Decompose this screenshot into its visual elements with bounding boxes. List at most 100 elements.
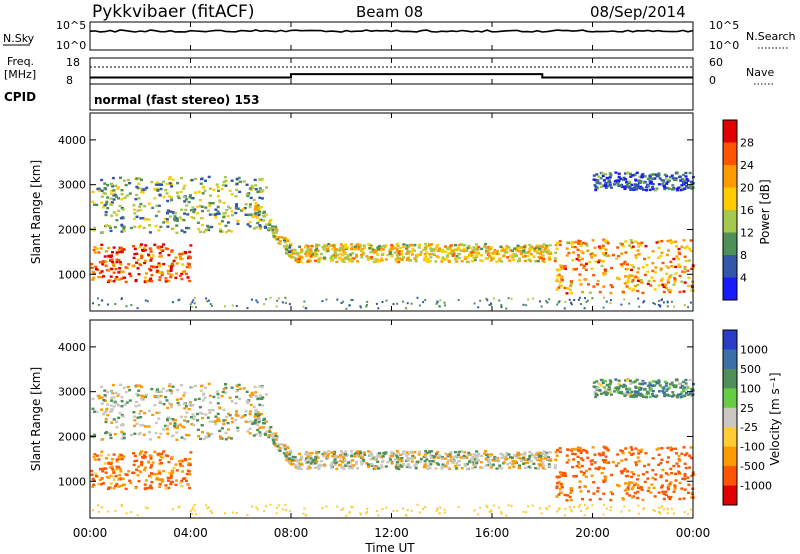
velocity-echo-cell: [178, 481, 182, 485]
power-echo-cell: [651, 177, 655, 180]
power-echo-cell: [654, 303, 656, 306]
power-echo-cell: [424, 243, 428, 246]
power-echo-cell: [274, 225, 278, 228]
power-echo-cell: [657, 246, 661, 249]
power-echo-cell: [111, 262, 115, 266]
velocity-echo-cell: [273, 444, 277, 447]
power-echo-cell: [660, 251, 664, 254]
velocity-echo-cell: [369, 457, 373, 461]
power-echo-cell: [374, 251, 378, 254]
power-echo-cell: [660, 179, 664, 182]
velocity-echo-cell: [341, 453, 345, 457]
power-echo-cell: [194, 177, 197, 181]
power-echo-cell: [429, 247, 433, 250]
velocity-echo-cell: [283, 447, 287, 451]
power-echo-cell: [159, 187, 163, 191]
power-echo-cell: [465, 260, 469, 264]
power-echo-cell: [434, 260, 438, 263]
velocity-echo-cell: [174, 424, 178, 427]
power-echo-cell: [557, 301, 560, 304]
velocity-echo-cell: [252, 434, 256, 437]
velocity-echo-cell: [457, 506, 460, 508]
power-echo-cell: [450, 251, 454, 254]
velocity-echo-cell: [293, 464, 297, 467]
power-echo-cell: [153, 266, 156, 269]
power-echo-cell: [672, 257, 676, 261]
power-echo-cell: [193, 297, 196, 299]
velocity-echo-cell: [673, 484, 677, 487]
velocity-echo-cell: [462, 454, 466, 458]
velocity-echo-cell: [578, 486, 582, 489]
power-echo-cell: [622, 176, 626, 180]
power-echo-cell: [97, 251, 101, 254]
velocity-echo-cell: [667, 484, 671, 487]
power-echo-cell: [457, 252, 461, 256]
velocity-echo-cell: [406, 456, 410, 460]
power-echo-cell: [207, 175, 211, 179]
velocity-echo-cell: [191, 512, 194, 515]
velocity-echo-cell: [639, 487, 643, 490]
power-echo-cell: [429, 256, 433, 259]
velocity-echo-cell: [282, 444, 286, 447]
velocity-colorbar-tick-label: -1000: [740, 480, 772, 493]
velocity-echo-cell: [555, 454, 559, 457]
velocity-echo-cell: [322, 450, 326, 454]
velocity-echo-cell: [168, 382, 172, 386]
power-echo-cell: [143, 205, 147, 208]
velocity-echo-cell: [686, 386, 690, 389]
power-echo-cell: [269, 218, 273, 222]
power-echo-cell: [619, 263, 623, 266]
power-echo-cell: [214, 213, 217, 216]
power-echo-cell: [148, 224, 151, 227]
power-echo-cell: [444, 258, 448, 261]
velocity-echo-cell: [143, 455, 147, 459]
power-echo-cell: [593, 184, 597, 187]
velocity-echo-cell: [136, 474, 140, 477]
power-echo-cell: [287, 254, 291, 258]
power-echo-cell: [637, 253, 641, 256]
velocity-echo-cell: [348, 467, 352, 470]
power-echo-cell: [327, 243, 331, 246]
power-echo-cell: [246, 194, 250, 198]
velocity-echo-cell: [643, 382, 647, 385]
velocity-echo-cell: [517, 466, 521, 469]
velocity-echo-cell: [679, 393, 683, 396]
velocity-echo-cell: [592, 385, 596, 388]
power-echo-cell: [174, 276, 178, 279]
velocity-echo-cell: [601, 451, 605, 454]
power-echo-cell: [113, 226, 117, 229]
velocity-echo-cell: [465, 456, 469, 459]
power-echo-cell: [621, 244, 625, 248]
velocity-echo-cell: [628, 494, 632, 497]
velocity-echo-cell: [242, 387, 246, 390]
velocity-echo-cell: [681, 385, 685, 388]
power-echo-cell: [317, 244, 321, 247]
velocity-echo-cell: [179, 464, 183, 468]
power-colorbar-tick-label: 4: [740, 272, 747, 285]
power-echo-cell: [417, 246, 421, 249]
power-echo-cell: [576, 254, 580, 257]
power-echo-cell: [150, 257, 154, 260]
power-echo-cell: [683, 281, 687, 284]
power-echo-cell: [570, 242, 574, 245]
velocity-echo-cell: [178, 423, 182, 426]
velocity-echo-cell: [117, 416, 121, 420]
velocity-echo-cell: [157, 436, 161, 439]
velocity-echo-cell: [175, 469, 179, 472]
power-echo-cell: [97, 275, 101, 279]
power-echo-cell: [315, 247, 319, 250]
velocity-echo-cell: [176, 388, 180, 392]
power-echo-cell: [140, 191, 144, 194]
power-echo-cell: [147, 253, 150, 256]
power-echo-cell: [520, 246, 524, 249]
power-echo-cell: [260, 206, 263, 209]
power-echo-cell: [568, 298, 571, 301]
velocity-echo-cell: [650, 380, 654, 383]
power-echo-cell: [92, 302, 94, 305]
velocity-echo-cell: [156, 396, 160, 399]
power-echo-cell: [541, 250, 545, 254]
power-echo-cell: [638, 175, 642, 178]
power-echo-cell: [533, 247, 537, 251]
power-echo-cell: [396, 244, 400, 248]
velocity-echo-cell: [253, 415, 257, 418]
